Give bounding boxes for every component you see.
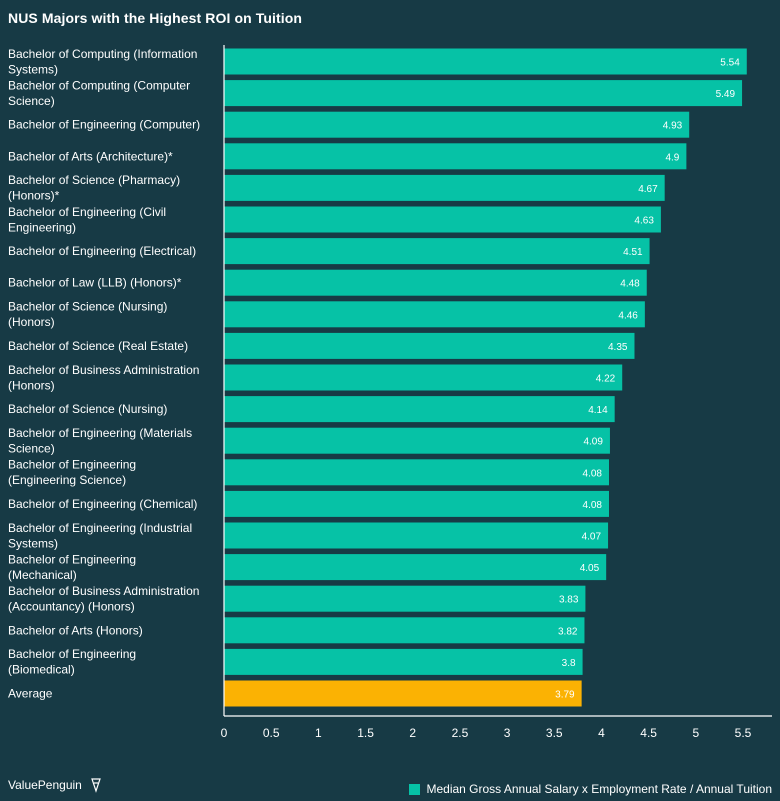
bar <box>224 238 650 265</box>
bar <box>224 143 687 170</box>
x-tick-label: 2.5 <box>452 726 469 740</box>
category-label: Bachelor of Engineering (Chemical) <box>8 497 197 511</box>
bar <box>224 396 615 423</box>
data-label: 5.49 <box>716 89 736 100</box>
x-tick-label: 3 <box>504 726 511 740</box>
brand-name: ValuePenguin <box>8 778 82 792</box>
data-label: 4.07 <box>582 532 602 543</box>
chart-title: NUS Majors with the Highest ROI on Tuiti… <box>8 10 303 26</box>
data-label: 4.22 <box>596 374 616 385</box>
category-label: Bachelor of Engineering (Industrial Syste… <box>8 521 192 551</box>
category-label: Bachelor of Science (Nursing) (Honors) <box>8 300 167 330</box>
data-label: 4.48 <box>620 279 640 290</box>
category-label: Bachelor of Arts (Architecture)* <box>8 149 173 163</box>
bar <box>224 269 647 296</box>
data-label: 4.51 <box>623 247 643 258</box>
data-label: 4.05 <box>580 563 600 574</box>
data-label: 4.9 <box>665 152 679 163</box>
x-tick-label: 4.5 <box>640 726 657 740</box>
bar <box>224 617 585 644</box>
bar <box>224 522 609 549</box>
category-label: Bachelor of Law (LLB) (Honors)* <box>8 276 182 290</box>
legend-swatch <box>409 783 421 795</box>
data-label: 4.35 <box>608 342 628 353</box>
bar <box>224 364 623 391</box>
category-label: Bachelor of Engineering (Mechanical) <box>8 552 136 582</box>
valuepenguin-logo-icon <box>91 778 101 793</box>
category-label: Bachelor of Computing (Information System… <box>8 47 197 77</box>
category-label: Bachelor of Business Administration (Acco… <box>8 584 199 614</box>
data-label: 4.67 <box>638 184 658 195</box>
category-label: Bachelor of Engineering (Engineering Scie… <box>8 458 136 488</box>
x-tick-label: 1 <box>315 726 322 740</box>
category-label: Average <box>8 687 53 701</box>
bar <box>224 80 743 107</box>
x-tick-label: 3.5 <box>546 726 563 740</box>
bar <box>224 585 586 612</box>
bar <box>224 48 747 75</box>
category-label: Bachelor of Arts (Honors) <box>8 623 143 637</box>
data-label: 3.83 <box>559 595 579 606</box>
bar <box>224 174 665 201</box>
x-tick-label: 5 <box>692 726 699 740</box>
category-label: Bachelor of Science (Real Estate) <box>8 339 188 353</box>
bar <box>224 459 610 486</box>
x-tick-label: 0 <box>221 726 228 740</box>
category-label: Bachelor of Computing (Computer Science) <box>8 78 190 108</box>
bar <box>224 332 635 359</box>
x-tick-label: 2 <box>409 726 416 740</box>
bar <box>224 206 661 233</box>
data-label: 4.46 <box>618 310 638 321</box>
data-label: 3.79 <box>555 690 575 701</box>
bar <box>224 111 690 138</box>
legend-label: Median Gross Annual Salary x Employment … <box>426 782 772 796</box>
data-label: 5.54 <box>720 58 740 69</box>
bar <box>224 427 610 454</box>
bar <box>224 554 607 581</box>
bar <box>224 648 583 675</box>
data-label: 3.8 <box>562 658 576 669</box>
category-label: Bachelor of Science (Pharmacy) (Honors)* <box>8 173 180 203</box>
data-label: 4.14 <box>588 405 608 416</box>
category-label: Bachelor of Business Administration (Hono… <box>8 363 199 393</box>
category-label: Bachelor of Engineering (Biomedical) <box>8 647 136 677</box>
data-label: 3.82 <box>558 626 578 637</box>
data-label: 4.93 <box>663 121 683 132</box>
chart-legend: Median Gross Annual Salary x Employment … <box>409 782 772 796</box>
x-tick-label: 4 <box>598 726 605 740</box>
bar <box>224 680 582 707</box>
category-label: Bachelor of Engineering (Materials Scienc… <box>8 426 192 456</box>
bar <box>224 490 610 517</box>
category-label: Bachelor of Engineering (Computer) <box>8 118 200 132</box>
category-label: Bachelor of Engineering (Civil Engineerin… <box>8 205 166 235</box>
data-label: 4.09 <box>583 437 603 448</box>
bar <box>224 301 645 328</box>
x-tick-label: 0.5 <box>263 726 280 740</box>
data-label: 4.08 <box>583 468 603 479</box>
x-tick-label: 1.5 <box>357 726 374 740</box>
brand-logo: ValuePenguin <box>8 777 104 793</box>
category-label: Bachelor of Engineering (Electrical) <box>8 244 196 258</box>
category-label: Bachelor of Science (Nursing) <box>8 402 167 416</box>
data-label: 4.08 <box>583 500 603 511</box>
data-label: 4.63 <box>634 216 654 227</box>
x-tick-label: 5.5 <box>735 726 752 740</box>
